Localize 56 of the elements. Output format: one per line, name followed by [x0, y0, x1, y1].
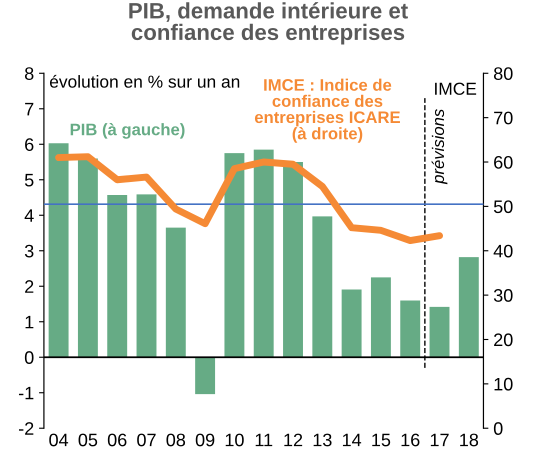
y-tick-label: 0: [24, 351, 34, 364]
x-tick-label: 04: [49, 434, 68, 446]
annotation: prévisions: [432, 109, 448, 184]
y-tick-label: 8: [24, 67, 34, 80]
bar: [254, 150, 274, 358]
y-tick-label: -1: [18, 386, 34, 400]
x-tick-label: 15: [372, 434, 390, 446]
y2-tick-label: 60: [494, 156, 513, 169]
y2-tick-label: 20: [494, 333, 513, 346]
bar: [312, 216, 332, 358]
x-tick-label: 06: [108, 434, 126, 446]
y-tick-label: 3: [24, 244, 34, 258]
y2-tick-label: 50: [494, 200, 513, 214]
y2-tick-label: 10: [494, 378, 513, 391]
y-tick-label: -2: [18, 422, 34, 435]
bar: [283, 162, 303, 358]
y2-tick-label: 0: [494, 422, 503, 435]
y2-tick-label: 40: [494, 244, 513, 258]
y-tick-label: 7: [25, 102, 34, 116]
bar: [370, 277, 391, 358]
y-tick-label: 6: [25, 138, 34, 151]
bar: [107, 195, 128, 358]
y-tick-label: 5: [24, 174, 34, 186]
series-label: IMCE : Indice de confiance des entreprises ICARE (à droite): [254, 78, 400, 143]
y2-axis-title: IMCE: [435, 82, 476, 95]
x-tick-label: 05: [78, 434, 98, 446]
y-axis-title: évolution en % sur un an: [50, 74, 240, 88]
x-tick-label: 16: [402, 434, 420, 446]
y2-tick-label: 30: [494, 289, 513, 302]
bar: [166, 228, 186, 358]
x-tick-label: 11: [256, 434, 272, 446]
chart-title: PIB, demande intérieure et confiance des entreprises: [129, 2, 408, 45]
bar: [136, 194, 156, 358]
x-tick-label: 12: [284, 434, 302, 446]
y-tick-label: 1: [26, 316, 34, 328]
x-tick-label: 18: [460, 434, 478, 446]
bar: [430, 306, 450, 358]
x-tick-label: 10: [226, 434, 244, 446]
x-tick-label: 08: [166, 434, 186, 446]
bar: [195, 357, 216, 394]
bar: [78, 158, 98, 358]
x-tick-label: 13: [314, 434, 332, 446]
y-tick-label: 4: [24, 209, 34, 222]
bar: [400, 300, 420, 358]
series-label: PIB (à gauche): [70, 122, 185, 139]
y-tick-label: 2: [25, 280, 34, 293]
y2-tick-label: 80: [494, 67, 513, 80]
x-tick-label: 09: [196, 434, 214, 446]
bar: [48, 143, 69, 358]
bar: [458, 257, 479, 358]
bar: [224, 153, 244, 358]
bar: [342, 289, 362, 358]
y2-tick-label: 70: [494, 112, 513, 124]
x-tick-label: 14: [342, 434, 362, 446]
x-tick-label: 07: [137, 434, 156, 446]
x-tick-label: 17: [430, 434, 449, 446]
